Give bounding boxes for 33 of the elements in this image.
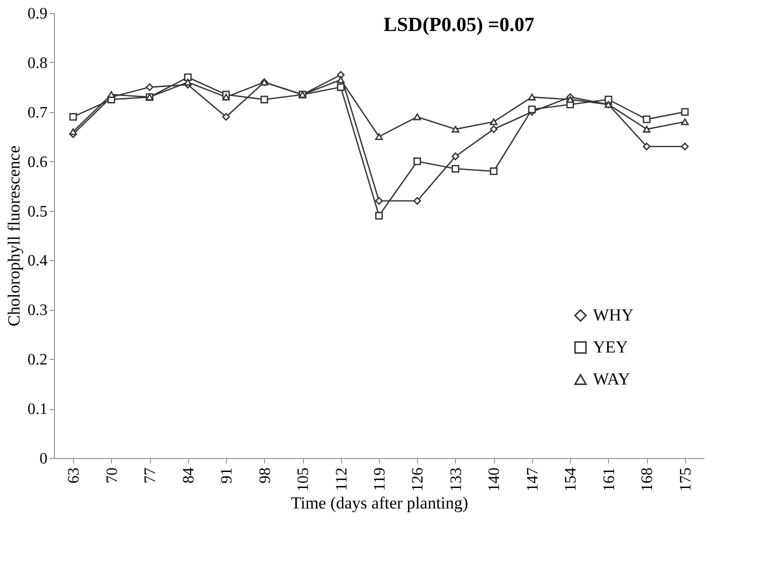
y-tick-label: 0.8 [28, 54, 48, 72]
y-tick-label: 0.3 [28, 302, 48, 320]
x-tick-label: 63 [66, 468, 83, 484]
x-tick-label: 161 [600, 468, 618, 492]
x-tick-label: 98 [256, 468, 274, 484]
y-tick-label: 0.6 [28, 154, 48, 171]
x-tick-label: 175 [677, 468, 694, 492]
y-tick-label: 0.9 [28, 6, 48, 22]
x-axis-title: Time (days after planting) [290, 494, 468, 512]
legend-label: YEY [593, 338, 628, 356]
x-tick-label: 133 [448, 468, 465, 492]
x-tick-label: 84 [180, 468, 198, 484]
chart-title: LSD(P0.05) =0.07 [384, 14, 534, 36]
y-tick-label: 0.4 [28, 252, 48, 270]
x-tick-label: 168 [639, 468, 656, 492]
x-tick-label: 140 [486, 468, 504, 492]
x-tick-label: 119 [372, 468, 388, 491]
x-tick-label: 126 [410, 468, 427, 492]
y-tick-label: 0.7 [28, 104, 48, 122]
y-tick-label: 0.1 [28, 401, 48, 418]
y-tick-label: 0.2 [28, 352, 48, 369]
x-tick-label: 154 [562, 468, 580, 492]
legend-label: WAY [593, 370, 630, 388]
x-tick-label: 91 [218, 468, 236, 484]
x-tick-label: 70 [104, 468, 121, 484]
y-tick-label: 0.5 [28, 203, 48, 220]
legend-label: WHY [593, 306, 634, 324]
x-tick-label: 77 [142, 468, 160, 484]
y-axis-title: Cholorophyll fluorescence [4, 146, 24, 326]
x-tick-label: 147 [524, 468, 542, 492]
x-tick-label: 112 [333, 468, 350, 491]
x-tick-label: 105 [295, 468, 312, 492]
y-tick-label: 0 [40, 450, 48, 468]
